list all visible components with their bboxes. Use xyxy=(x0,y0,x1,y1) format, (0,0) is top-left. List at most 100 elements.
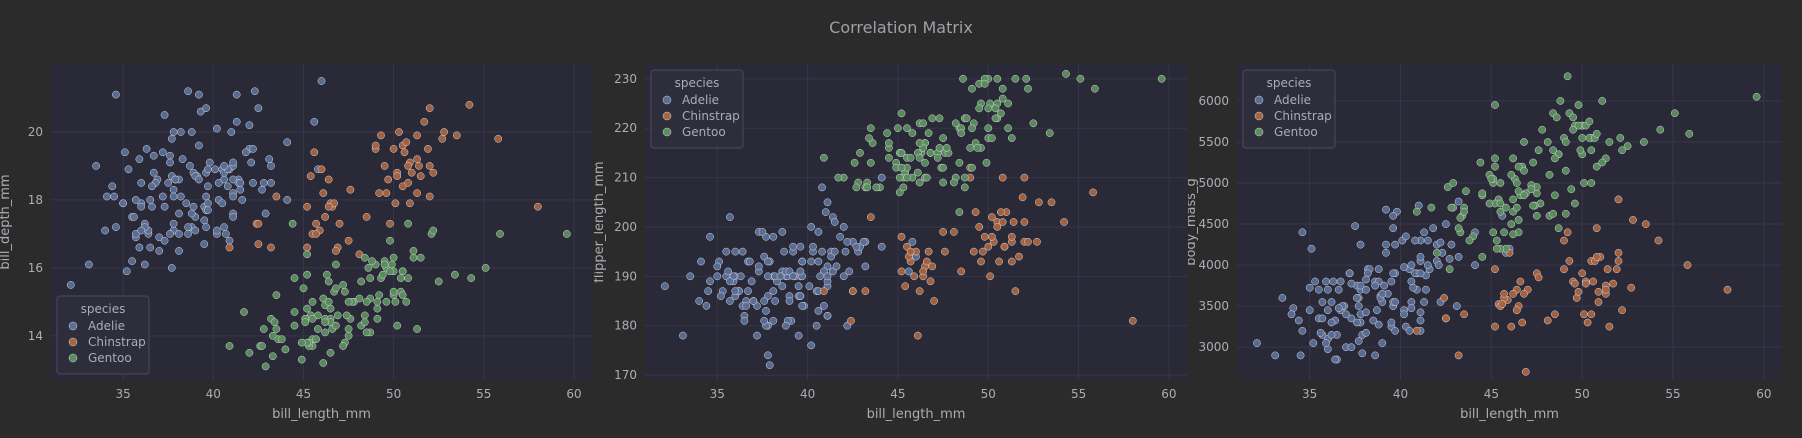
data-point xyxy=(258,342,266,350)
x-tick-label: 35 xyxy=(710,387,725,401)
data-point xyxy=(1316,328,1325,337)
data-point xyxy=(389,253,398,262)
data-point xyxy=(1345,269,1354,278)
legend-entry-chinstrap: Chinstrap xyxy=(88,335,146,349)
data-point xyxy=(130,213,138,221)
data-point xyxy=(108,182,117,191)
data-point xyxy=(103,192,111,201)
data-point xyxy=(1594,287,1603,296)
data-point xyxy=(1685,129,1694,138)
data-point xyxy=(1402,232,1410,241)
data-point xyxy=(1007,232,1016,241)
series-gentoo xyxy=(225,219,571,371)
data-point xyxy=(236,185,245,194)
data-point xyxy=(975,104,984,113)
data-point xyxy=(955,208,964,216)
data-point xyxy=(1574,287,1583,296)
data-point xyxy=(1605,322,1614,331)
data-point xyxy=(1507,220,1516,228)
y-tick-label: 20 xyxy=(28,125,43,139)
data-point xyxy=(1571,279,1579,288)
data-point xyxy=(1594,298,1603,306)
data-point xyxy=(375,189,384,197)
data-point xyxy=(1623,142,1632,150)
data-point xyxy=(303,270,311,279)
series-adelie xyxy=(1253,197,1514,364)
data-point xyxy=(1007,134,1016,142)
data-point xyxy=(1389,269,1398,278)
data-point xyxy=(1549,146,1557,155)
legend-marker-adelie xyxy=(662,95,672,105)
data-point xyxy=(1389,224,1398,233)
data-point xyxy=(915,139,924,147)
data-point xyxy=(780,247,788,256)
data-point xyxy=(848,287,857,295)
data-point xyxy=(1400,263,1408,271)
series-adelie xyxy=(661,173,920,370)
data-point xyxy=(897,232,906,241)
data-point xyxy=(1380,281,1389,290)
data-point xyxy=(1318,298,1327,306)
data-point xyxy=(169,128,178,136)
data-point xyxy=(935,144,944,152)
data-point xyxy=(362,297,371,306)
data-point xyxy=(261,209,270,218)
data-point xyxy=(1563,228,1572,237)
data-point xyxy=(451,270,459,279)
data-point xyxy=(407,168,416,177)
data-point xyxy=(866,124,875,133)
legend-marker-adelie xyxy=(1254,95,1264,105)
data-point xyxy=(1509,289,1517,298)
data-point xyxy=(140,260,149,269)
y-tick-label: 6000 xyxy=(1198,94,1229,108)
data-point xyxy=(137,179,146,187)
data-point xyxy=(225,342,234,350)
data-point xyxy=(1347,279,1356,288)
x-tick-label: 40 xyxy=(206,387,221,401)
data-point xyxy=(326,348,335,357)
data-point xyxy=(1456,214,1465,222)
data-point xyxy=(1076,74,1085,83)
data-point xyxy=(404,162,412,170)
data-point xyxy=(416,253,425,262)
data-point xyxy=(921,158,929,167)
x-tick-label: 60 xyxy=(566,387,581,401)
data-point xyxy=(1296,351,1305,360)
data-point xyxy=(991,114,1000,123)
data-point xyxy=(897,267,906,276)
data-point xyxy=(1391,326,1399,335)
data-point xyxy=(1298,326,1307,335)
data-point xyxy=(988,232,996,241)
data-point xyxy=(782,321,790,330)
legend-box xyxy=(1242,69,1336,149)
data-point xyxy=(1391,298,1399,306)
data-point xyxy=(1029,119,1038,128)
data-point xyxy=(717,292,725,300)
data-point xyxy=(1287,310,1296,319)
data-point xyxy=(1362,308,1370,317)
data-point xyxy=(798,257,807,266)
x-tick-label: 35 xyxy=(1302,387,1317,401)
data-point xyxy=(404,274,412,282)
data-point xyxy=(957,267,966,276)
data-point xyxy=(993,74,1002,83)
data-point xyxy=(202,104,210,113)
data-point xyxy=(184,230,192,238)
x-tick-label: 55 xyxy=(1071,387,1086,401)
data-point xyxy=(1592,129,1601,138)
data-point xyxy=(332,247,340,255)
data-point xyxy=(1556,97,1565,105)
data-point xyxy=(373,304,382,313)
data-point xyxy=(1416,316,1425,325)
data-point xyxy=(281,345,290,354)
data-point xyxy=(830,218,839,226)
scatter-bill-length-vs-body-mass: 35 40 45 50 55 60 3000 3500 4000 4500 5000 5500 6000… xyxy=(1188,64,1782,422)
data-point xyxy=(1561,209,1570,218)
data-point xyxy=(373,297,382,306)
data-point xyxy=(913,168,922,177)
data-point xyxy=(747,277,756,286)
data-point xyxy=(1567,185,1576,194)
legend-title: species xyxy=(675,76,720,90)
data-point xyxy=(366,274,375,282)
data-point xyxy=(960,183,969,192)
